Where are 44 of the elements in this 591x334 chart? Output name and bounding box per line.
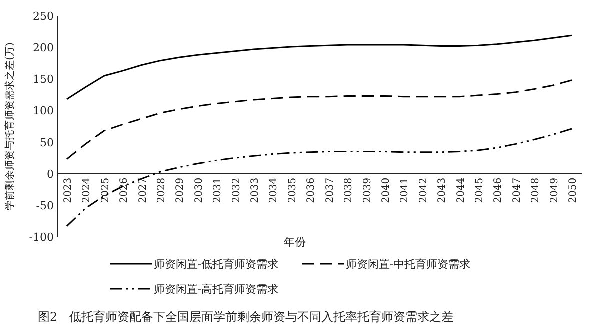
x-tick-label: 2045 [474,178,486,204]
y-axis-title: 学前剩余师资与托育师资需求之差(万) [4,42,16,210]
x-tick-label: 2030 [194,178,205,204]
x-tick-label: 2049 [549,178,560,204]
y-tick-label: 200 [33,42,54,55]
x-tick-label: 2043 [437,178,448,204]
x-tick-label: 2047 [512,178,523,204]
y-tick-label: 0 [47,168,54,181]
x-tick-label: 2033 [250,178,262,204]
x-tick-label: 2040 [380,178,392,204]
x-tick-label: 2027 [138,178,149,204]
x-tick-label: 2036 [306,178,318,204]
x-axis-title: 年份 [284,236,306,249]
text: 图2 低托育师资配备下全国层面学前剩余师资与不同入托率托育师资需求之差 [38,310,454,324]
x-tick-label: 2034 [268,178,280,204]
line-series [66,34,573,100]
x-tick-label: 2035 [287,178,298,204]
x-tick-label: 2042 [418,178,430,204]
x-tick-label: 2039 [362,178,374,204]
x-tick-label: 2048 [530,178,542,204]
y-tick-label: 100 [33,104,54,118]
y-tick-label: 250 [33,10,54,23]
y-tick-label: -100 [29,231,54,244]
x-tick-label: 2037 [324,178,336,204]
x-tick-label: 2025 [100,178,112,204]
x-tick-label: 2031 [212,178,224,204]
legend-label: 师资闲置-中托育师资需求 [346,258,471,271]
legend-label: 师资闲置-低托育师资需求 [154,258,279,271]
x-tick-label: 2046 [493,178,504,204]
x-tick-label: 2029 [175,178,186,204]
x-tick-label: 2032 [231,178,242,204]
x-tick-label: 2044 [456,178,467,204]
legend-label: 师资闲置-高托育师资需求 [154,283,279,296]
x-tick-label: 2028 [156,178,168,204]
y-tick-label: 50 [40,136,54,150]
x-tick-label: 2026 [119,178,130,204]
x-tick-label: 2023 [63,178,74,204]
x-tick-label: 2024 [82,178,93,204]
x-tick-label: 2041 [400,178,411,204]
x-tick-label: 2038 [344,178,355,204]
line-series [66,80,573,160]
y-tick-label: 150 [33,73,54,86]
x-tick-label: 2050 [568,178,579,204]
y-tick-label: -50 [36,199,54,212]
